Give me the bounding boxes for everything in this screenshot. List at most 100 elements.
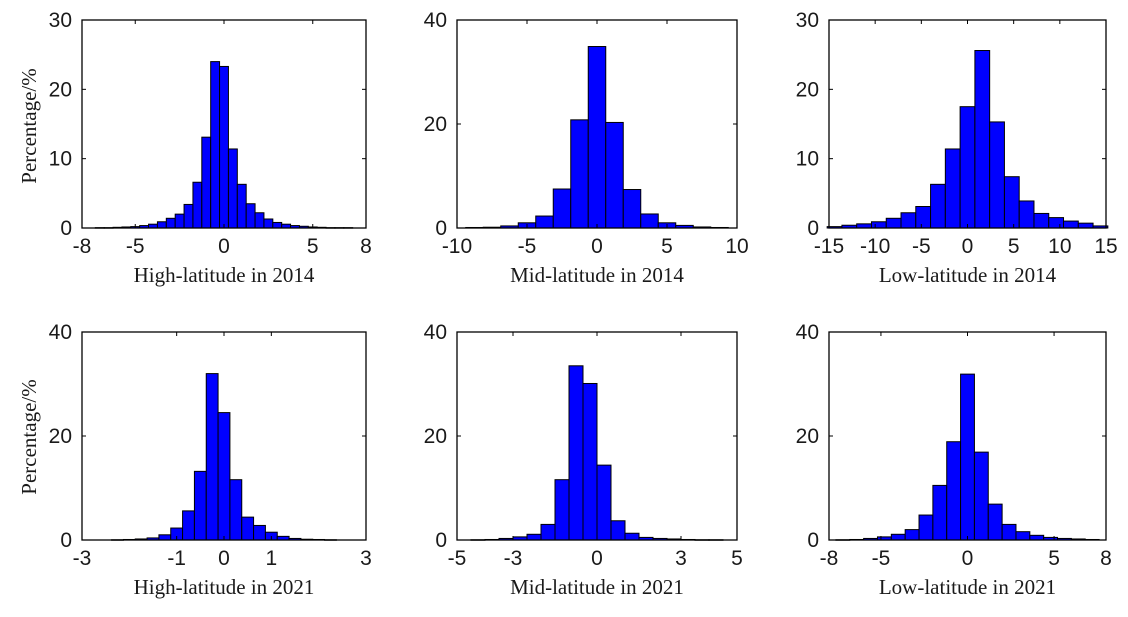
x-tick-label: 15 <box>1094 235 1117 258</box>
x-axis-label: Low-latitude in 2014 <box>879 263 1057 287</box>
y-tick-label: 30 <box>796 9 819 32</box>
histogram-bar <box>918 514 934 541</box>
y-axis-label-bottom: Percentage/% <box>17 379 41 494</box>
histogram-bar <box>183 203 194 229</box>
y-tick-label: 20 <box>796 78 819 101</box>
histogram-bar <box>182 510 195 541</box>
y-tick-label: 10 <box>49 148 72 171</box>
histogram-bar <box>254 212 265 229</box>
histogram-bar <box>192 181 203 229</box>
subplot-3: -15 -10 -5 0 5 10 15 0 10 20 30 Low-latitude in 201… <box>796 9 1118 287</box>
y-tick-label: 20 <box>424 113 447 136</box>
histogram-bar <box>932 484 948 541</box>
histogram-bar <box>870 221 887 229</box>
x-tick-label: 5 <box>307 235 319 258</box>
histogram-bar <box>904 529 920 541</box>
y-tick-label: 30 <box>49 9 72 32</box>
histogram-bar <box>205 373 219 541</box>
histogram-bar <box>236 183 247 229</box>
x-tick-label: -8 <box>73 235 92 258</box>
subplot-4: -3 -1 0 1 3 0 20 40 High-latitude in 2021 <box>49 321 372 599</box>
histogram-bar <box>272 221 283 229</box>
histogram-bar <box>526 533 542 541</box>
x-axis-label: Low-latitude in 2021 <box>879 575 1056 599</box>
histogram-bar <box>540 523 556 541</box>
histogram-bar <box>946 441 962 541</box>
subplot-6: -8 -5 0 5 8 0 20 40 Low-latitude in 2021 <box>796 321 1112 599</box>
y-tick-label: 0 <box>60 217 72 240</box>
histogram-bar <box>973 451 989 541</box>
histogram-bar <box>624 532 640 541</box>
histogram-bar <box>640 213 659 229</box>
x-tick-label: -10 <box>442 235 472 258</box>
histogram-bar <box>890 533 906 541</box>
y-tick-label: 40 <box>424 9 447 32</box>
histogram-bar <box>229 479 243 541</box>
histogram-bar <box>227 148 238 229</box>
histogram-bar <box>1001 523 1017 541</box>
x-tick-label: -15 <box>814 235 844 258</box>
y-tick-label: 10 <box>796 148 819 171</box>
x-tick-label: 10 <box>725 235 748 258</box>
x-tick-label: -5 <box>518 235 537 258</box>
histogram-bar <box>263 218 274 229</box>
x-tick-label: 5 <box>1008 235 1020 258</box>
histogram-bar <box>885 217 902 229</box>
histogram-bar <box>245 203 256 229</box>
histogram-bar <box>944 148 961 229</box>
histogram-bar <box>193 470 207 541</box>
x-tick-label: -5 <box>912 235 931 258</box>
x-tick-label: -5 <box>126 235 145 258</box>
x-tick-label: 0 <box>591 547 603 570</box>
histogram-bar <box>174 213 185 229</box>
histogram-bar <box>552 188 572 229</box>
x-tick-label: -5 <box>872 547 891 570</box>
y-tick-label: 40 <box>796 321 819 344</box>
histogram-bar <box>1063 220 1079 229</box>
histogram-bar <box>570 119 589 229</box>
histogram-bar <box>210 61 221 229</box>
histogram-bar <box>989 121 1005 229</box>
x-tick-label: 5 <box>661 235 673 258</box>
histogram-bar <box>610 520 626 541</box>
y-tick-label: 0 <box>807 529 819 552</box>
x-axis-label: High-latitude in 2021 <box>134 575 315 599</box>
histogram-bar <box>987 503 1003 541</box>
histogram-bar <box>1018 200 1035 229</box>
x-tick-label: -8 <box>820 547 839 570</box>
histogram-bar <box>158 534 172 541</box>
histogram-bar <box>201 136 212 229</box>
histogram-bar <box>241 516 255 541</box>
histogram-bar <box>535 215 554 229</box>
subplot-1: -8 -5 0 5 8 0 10 20 30 High-latitude in 2014 <box>49 9 372 287</box>
x-tick-label: 1 <box>265 547 277 570</box>
subplot-2: -10 -5 0 5 10 0 20 40 Mid-latitude in 2014 <box>424 9 749 287</box>
x-tick-label: 3 <box>360 547 372 570</box>
histogram-bar <box>900 212 917 229</box>
histogram-bar <box>219 65 229 229</box>
y-tick-label: 20 <box>796 425 819 448</box>
y-tick-label: 0 <box>60 529 72 552</box>
x-tick-label: 0 <box>591 235 603 258</box>
y-tick-label: 0 <box>807 217 819 240</box>
x-tick-label: 5 <box>731 547 743 570</box>
x-tick-label: 0 <box>962 547 974 570</box>
x-tick-label: -5 <box>448 547 467 570</box>
histogram-bar <box>582 382 598 541</box>
histogram-bar <box>165 217 176 229</box>
y-tick-label: 20 <box>49 78 72 101</box>
x-tick-label: -3 <box>504 547 523 570</box>
x-axis-label: Mid-latitude in 2014 <box>510 263 684 287</box>
y-tick-label: 0 <box>435 529 447 552</box>
histogram-bar <box>1015 531 1031 541</box>
histogram-bar <box>1029 534 1045 541</box>
x-tick-label: 5 <box>1048 547 1060 570</box>
histogram-bar <box>587 46 607 229</box>
x-tick-label: 8 <box>1100 547 1112 570</box>
subplot-5: -5 -3 0 3 5 0 20 40 Mid-latitude in 2021 <box>424 321 743 599</box>
histogram-bar <box>253 524 266 541</box>
x-axis-label: Mid-latitude in 2021 <box>510 575 684 599</box>
histogram-bar <box>596 464 612 541</box>
